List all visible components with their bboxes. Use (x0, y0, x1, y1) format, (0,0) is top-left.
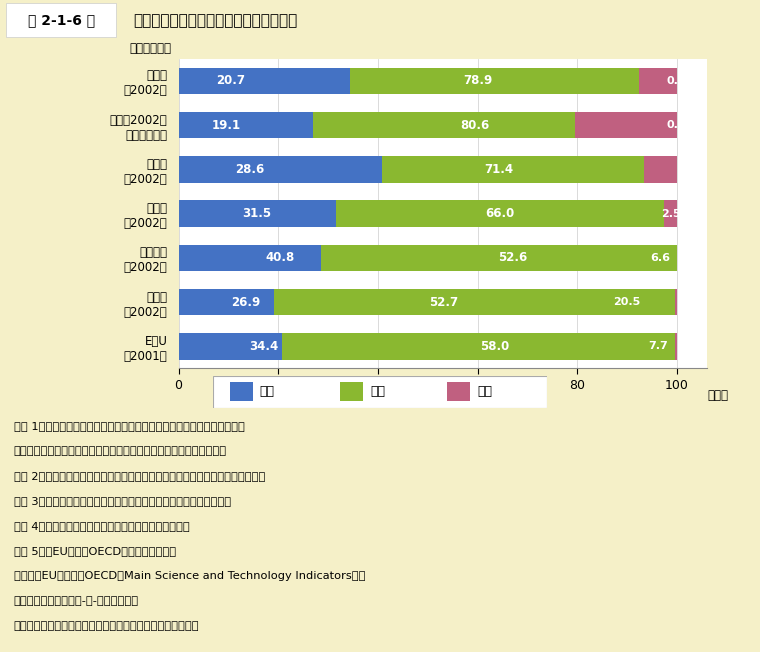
Text: 注） 1．　国際比較を行うため、各国とも人文・社会科学を含めている。: 注） 1． 国際比較を行うため、各国とも人文・社会科学を含めている。 (14, 421, 245, 431)
Text: 71.4: 71.4 (484, 163, 514, 176)
Bar (179, 68, 350, 94)
Bar (675, 333, 677, 359)
Text: 5．　EUの値はOECDの推計値である。: 5． EUの値はOECDの推計値である。 (14, 546, 176, 556)
Bar (179, 156, 382, 183)
Text: 52.6: 52.6 (499, 251, 527, 264)
Bar (639, 68, 677, 94)
Bar (282, 333, 675, 359)
Text: 4．　負担割合では政府と外国以外を民間とした。: 4． 負担割合では政府と外国以外を民間とした。 (14, 521, 189, 531)
Bar (336, 200, 664, 227)
Bar (274, 289, 676, 316)
Text: その他は第２-１-３図に同じ。: その他は第２-１-３図に同じ。 (14, 596, 139, 606)
Text: 民間: 民間 (370, 385, 385, 398)
Text: 31.5: 31.5 (242, 207, 271, 220)
Text: 政府: 政府 (260, 385, 274, 398)
Text: 主要国における研究費の組織別負担割合: 主要国における研究費の組織別負担割合 (133, 12, 297, 28)
Text: 19.1: 19.1 (211, 119, 241, 132)
Text: 0.4: 0.4 (666, 76, 686, 86)
Bar (179, 244, 321, 271)
Bar (6, 3, 116, 37)
Text: （参照：付属資料３．　（１）、（２）、（４）、（７））: （参照：付属資料３． （１）、（２）、（４）、（７）） (14, 621, 199, 631)
Text: 52.7: 52.7 (429, 295, 458, 308)
Text: 3．　米国の値は暦年で暂定値、フランスの値は暂定値である。: 3． 米国の値は暦年で暂定値、フランスの値は暂定値である。 (14, 496, 231, 506)
Bar (644, 156, 677, 183)
Bar (447, 383, 470, 401)
Text: 資料：　EUの値は、OECD「Main Science and Technology Indicators」。: 資料： EUの値は、OECD「Main Science and Technolo… (14, 571, 365, 581)
Text: 26.9: 26.9 (231, 295, 260, 308)
Text: 7.7: 7.7 (648, 341, 668, 351)
Bar (321, 244, 677, 271)
Text: 34.4: 34.4 (250, 340, 279, 353)
Text: 40.8: 40.8 (266, 251, 295, 264)
Bar (179, 111, 312, 138)
Bar (340, 383, 363, 401)
Text: 20.7: 20.7 (216, 74, 245, 87)
Bar (179, 200, 336, 227)
Bar (676, 289, 677, 316)
Text: （％）: （％） (708, 389, 729, 402)
Bar (575, 111, 677, 138)
Text: 58.0: 58.0 (480, 340, 509, 353)
Bar (382, 156, 644, 183)
Text: 0.4: 0.4 (667, 120, 686, 130)
Bar (664, 200, 677, 227)
Text: 6.6: 6.6 (651, 253, 670, 263)
Text: 第 2-1-6 図: 第 2-1-6 図 (27, 13, 95, 27)
Bar (350, 68, 639, 94)
Text: 20.5: 20.5 (613, 297, 640, 307)
Text: 66.0: 66.0 (486, 207, 515, 220)
Text: 78.9: 78.9 (464, 74, 493, 87)
Bar (179, 333, 282, 359)
Text: 2．　日本の専従換算値は総務省統計局データをもとに文部科学省で試算。: 2． 日本の専従換算値は総務省統計局データをもとに文部科学省で試算。 (14, 471, 265, 481)
Text: 80.6: 80.6 (460, 119, 489, 132)
Text: 外国: 外国 (477, 385, 492, 398)
Bar (230, 383, 253, 401)
Text: 28.6: 28.6 (236, 163, 264, 176)
Text: 2.5: 2.5 (661, 209, 680, 218)
Bar (312, 111, 575, 138)
Bar (179, 289, 274, 316)
Text: なお、日本については専従換算の値を併せて表示している。: なお、日本については専従換算の値を併せて表示している。 (14, 446, 226, 456)
Text: 国名（年度）: 国名（年度） (129, 42, 171, 55)
